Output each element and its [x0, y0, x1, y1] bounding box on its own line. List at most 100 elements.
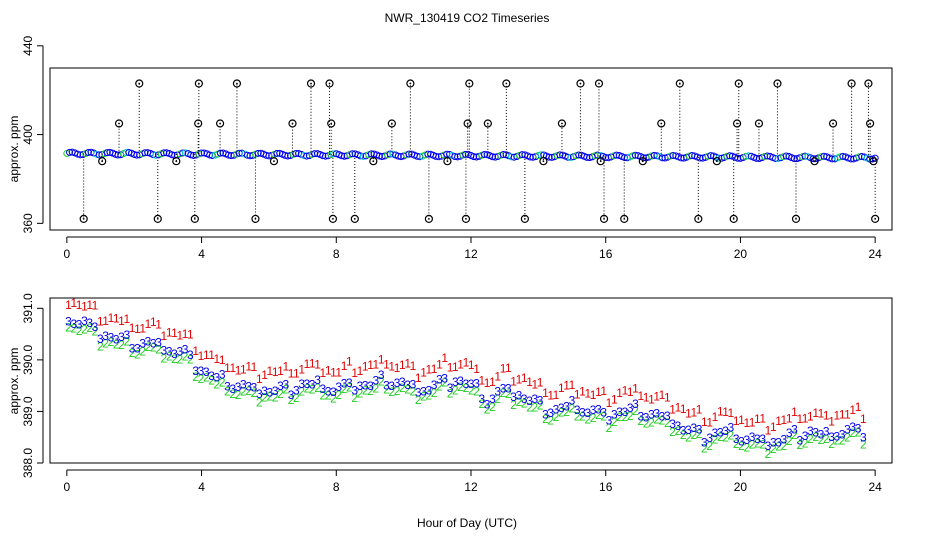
series-1-point: 1 [675, 401, 682, 415]
series-1-point: 1 [796, 412, 803, 426]
flag-point [232, 79, 242, 88]
series-3-point: 3 [701, 436, 708, 450]
series-3-point: 3 [574, 403, 581, 417]
series-2-point: 2 [357, 387, 364, 401]
series-3-point: 3 [595, 402, 602, 416]
series-1-point: 1 [632, 382, 639, 396]
series-1-point: 1 [65, 298, 72, 312]
flag-point [657, 119, 666, 128]
series-3-point: 3 [542, 407, 549, 421]
series-1-point: 1 [293, 366, 300, 380]
series-3-point: 3 [759, 432, 766, 446]
series-3-point: 3 [680, 423, 687, 437]
flag-point [847, 79, 856, 88]
baseline-point [583, 153, 591, 161]
baseline-point [470, 153, 478, 161]
flag-point-dot [236, 82, 238, 85]
series-2-point: 2 [383, 383, 390, 397]
baseline-point [141, 149, 149, 157]
series-1-point: 1 [786, 411, 793, 425]
series-1-point: 1 [484, 376, 491, 390]
series-1-point: 1 [97, 314, 104, 328]
flag-point-dot [273, 160, 275, 163]
series-3-point: 3 [452, 375, 459, 389]
top-x-tick-label: 24 [868, 247, 882, 261]
series-3-point: 3 [351, 384, 358, 398]
series-1-point: 1 [240, 362, 247, 376]
series-1-point: 1 [690, 406, 697, 420]
series-3-point: 3 [516, 389, 523, 403]
series-2-point: 2 [208, 374, 215, 388]
flag-point-dot [310, 82, 312, 85]
series-2-point: 2 [76, 324, 83, 338]
flag-point-dot [118, 122, 120, 125]
top-y-tick-label: 440 [21, 35, 35, 55]
series-3-point: 3 [325, 385, 332, 399]
series-2-point: 2 [229, 387, 236, 401]
baseline-point [235, 149, 243, 157]
series-2-point: 2 [108, 335, 115, 349]
series-1-point: 1 [113, 311, 120, 325]
flag-point [754, 119, 764, 128]
baseline-point [216, 149, 224, 157]
flag-point [539, 157, 548, 166]
series-1-point: 1 [357, 364, 364, 378]
baseline-point [103, 149, 111, 157]
baseline-point [254, 149, 262, 157]
series-3-point: 3 [473, 377, 480, 391]
series-1-point: 1 [717, 404, 724, 418]
flag-point-dot [390, 122, 393, 125]
series-3-point: 3 [669, 417, 676, 431]
series-2-point: 2 [145, 340, 152, 354]
series-2-point: 2 [139, 345, 146, 359]
bottom-x-tick-label: 24 [868, 480, 882, 494]
top-plot-box [49, 67, 893, 231]
flag-point [288, 119, 297, 128]
series-3-point: 3 [500, 381, 507, 395]
series-1-point: 1 [494, 370, 501, 384]
series-2-point: 2 [627, 409, 634, 423]
series-1-point: 1 [70, 296, 77, 310]
series-1-point: 1 [553, 388, 560, 402]
series-3-point: 3 [155, 335, 162, 349]
flag-point [465, 79, 474, 88]
series-2-point: 2 [192, 370, 199, 384]
baseline-point [553, 152, 561, 160]
series-1-point: 1 [304, 357, 311, 371]
series-2-point: 2 [781, 439, 788, 453]
flag-point-dot [758, 122, 760, 125]
flag-point [306, 79, 316, 88]
series-1-point: 1 [457, 358, 464, 372]
top-x-tick-label: 12 [464, 247, 478, 261]
flag-point-dot [353, 218, 356, 220]
chart-title: NWR_130419 CO2 Timeseries [385, 11, 550, 25]
series-2-point: 2 [484, 402, 491, 416]
series-1-point: 1 [410, 359, 417, 373]
series-1-point: 1 [664, 391, 671, 405]
baseline-point [262, 151, 270, 159]
series-3-point: 3 [812, 426, 819, 440]
series-2-point: 2 [166, 349, 173, 363]
flag-point-dot [850, 82, 853, 85]
series-1-point: 1 [171, 326, 178, 340]
series-1-point: 1 [245, 359, 252, 373]
flag-point [864, 79, 873, 88]
series-1-point: 1 [431, 362, 438, 376]
baseline-point [375, 152, 383, 160]
series-3-point: 3 [145, 334, 152, 348]
series-2-point: 2 [426, 389, 433, 403]
flag-point-dot [874, 218, 877, 220]
series-3-point: 3 [834, 429, 841, 443]
flag-point [675, 79, 684, 88]
series-2-point: 2 [288, 393, 295, 407]
series-2-point: 2 [526, 400, 533, 414]
series-3-point: 3 [653, 407, 660, 421]
series-1-point: 1 [611, 393, 618, 407]
series-2-point: 2 [553, 410, 560, 424]
series-2-point: 2 [611, 415, 618, 429]
series-2-point: 2 [224, 385, 231, 399]
series-2-point: 2 [738, 439, 745, 453]
series-2-point: 2 [828, 437, 835, 451]
flag-point [350, 214, 359, 224]
